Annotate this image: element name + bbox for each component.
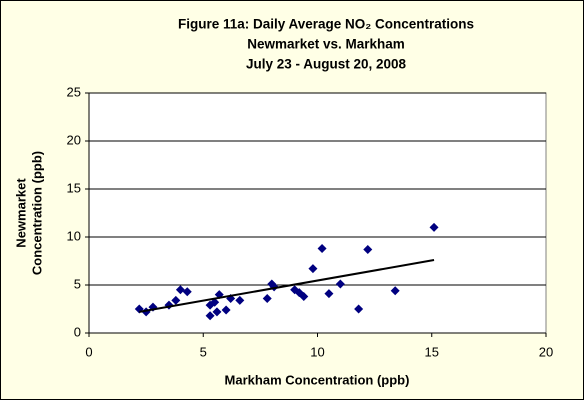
- y-tick-label: 10: [67, 228, 81, 243]
- data-point: [262, 293, 272, 303]
- data-point: [429, 222, 439, 232]
- data-point: [210, 297, 220, 307]
- data-point: [212, 307, 222, 317]
- data-point: [354, 304, 364, 314]
- data-point: [235, 295, 245, 305]
- data-point: [171, 295, 181, 305]
- y-tick-label: 0: [74, 324, 81, 339]
- x-tick-label: 20: [539, 344, 553, 359]
- y-tick-label: 15: [67, 180, 81, 195]
- data-point: [317, 244, 327, 254]
- data-point: [182, 287, 192, 297]
- x-tick-label: 5: [200, 344, 207, 359]
- data-point: [324, 289, 334, 299]
- data-point: [299, 292, 309, 302]
- y-axis-label: Concentration (ppb): [29, 151, 44, 275]
- data-point: [308, 264, 318, 274]
- data-point: [221, 305, 231, 315]
- x-tick-label: 15: [425, 344, 439, 359]
- y-tick-label: 5: [74, 276, 81, 291]
- y-axis-label: Newmarket: [13, 178, 28, 248]
- data-point: [335, 279, 345, 289]
- x-tick-label: 10: [310, 344, 324, 359]
- data-point: [175, 285, 185, 295]
- data-point: [363, 244, 373, 254]
- trend-line: [139, 259, 435, 313]
- chart-title: Figure 11a: Daily Average NO₂ Concentrat…: [178, 17, 474, 32]
- data-point: [205, 311, 215, 321]
- y-tick-label: 20: [67, 132, 81, 147]
- chart-title: July 23 - August 20, 2008: [246, 57, 407, 72]
- x-tick-label: 0: [85, 344, 92, 359]
- chart-title: Newmarket vs. Markham: [247, 37, 405, 52]
- plot-area: [88, 92, 547, 334]
- data-point: [390, 286, 400, 296]
- x-axis-label: Markham Concentration (ppb): [225, 372, 410, 387]
- y-tick-label: 25: [67, 84, 81, 99]
